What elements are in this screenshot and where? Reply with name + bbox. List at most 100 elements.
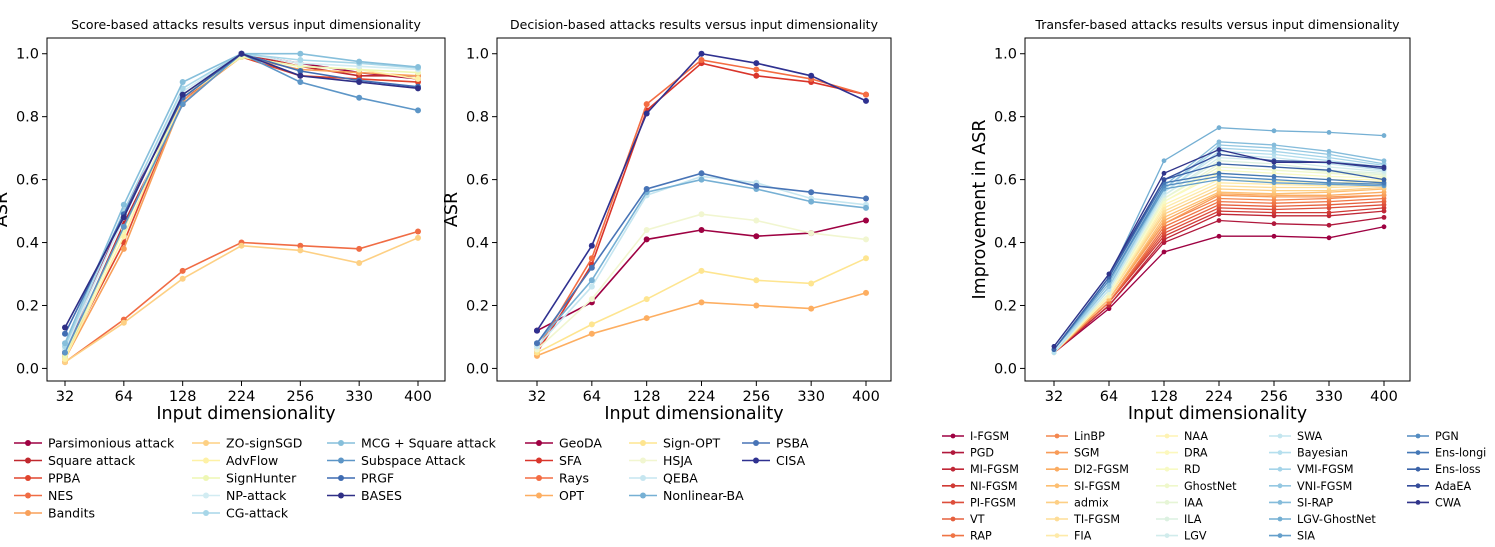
y-axis-label: ASR (442, 192, 462, 227)
legend-item: MI-FGSM (942, 463, 1019, 476)
legend-label: I-FGSM (970, 430, 1009, 443)
data-point (179, 267, 186, 274)
data-point (643, 110, 650, 117)
data-point (753, 302, 760, 309)
x-tick-label: 330 (797, 389, 825, 405)
x-tick-label: 330 (1315, 389, 1343, 405)
data-point (753, 66, 760, 73)
legend-label: Parsimonious attack (48, 436, 175, 451)
data-point (863, 217, 869, 224)
legend-marker (1054, 516, 1060, 522)
data-point (415, 63, 421, 70)
data-point (1326, 177, 1332, 183)
data-point (1326, 222, 1332, 228)
legend-marker (25, 457, 31, 464)
legend-item: SIA (1269, 530, 1315, 543)
data-point (1216, 170, 1222, 176)
data-point (297, 79, 304, 86)
legend-marker (536, 457, 542, 464)
legend-marker (1415, 450, 1421, 455)
data-point (238, 50, 245, 57)
series-line (64, 52, 419, 350)
legend-marker (1415, 483, 1421, 489)
x-tick-label: 256 (286, 389, 314, 405)
legend-label: NP-attack (226, 488, 287, 503)
legend-label: AdaEA (1435, 480, 1471, 493)
legend-label: AdvFlow (226, 453, 278, 468)
data-point (753, 60, 760, 67)
legend-label: PI-FGSM (970, 496, 1016, 509)
legend-item: PGN (1407, 430, 1459, 443)
legend-item: Square attack (14, 453, 136, 468)
legend-label: PGN (1435, 430, 1459, 443)
data-point (1051, 343, 1057, 349)
legend-label: QEBA (663, 471, 698, 486)
data-point (588, 255, 595, 262)
x-axis-label: Input dimensionality (604, 404, 783, 424)
series-line (536, 59, 867, 350)
legend-item: RAP (942, 530, 992, 543)
series-line (64, 52, 419, 344)
data-point (863, 91, 869, 98)
legend: GeoDA SFA Rays OPT Sign-OPT HSJA QEBA Nonlinear… (525, 436, 809, 503)
data-point (415, 234, 421, 241)
series-line (64, 56, 419, 357)
legend-label: Ens-longi (1435, 447, 1486, 460)
y-tick-label: 0.2 (994, 298, 1017, 314)
data-point (1326, 167, 1332, 173)
x-tick-label: 128 (633, 389, 661, 405)
data-point (863, 195, 869, 202)
legend-item: MCG + Square attack (327, 436, 497, 451)
legend-item: SGM (1046, 447, 1099, 460)
data-point (1326, 235, 1332, 241)
data-point (356, 79, 363, 86)
data-point (120, 214, 127, 221)
data-point (863, 289, 869, 296)
data-point (1381, 158, 1387, 164)
legend-item: GhostNet (1156, 480, 1237, 493)
legend-label: PSBA (776, 436, 809, 451)
legend-marker (1164, 450, 1170, 455)
data-point (1216, 161, 1222, 167)
data-point (698, 226, 705, 233)
data-point (62, 349, 68, 356)
score-based-chart: Score-based attacks results versus input… (0, 17, 497, 521)
legend-label: SFA (559, 453, 582, 468)
legend-marker (950, 516, 956, 522)
data-point (62, 330, 68, 337)
data-point (1216, 125, 1222, 131)
legend-marker (338, 475, 344, 481)
y-tick-label: 0.8 (16, 110, 39, 126)
legend-item: Ens-loss (1407, 463, 1481, 476)
legend-item: VMI-FGSM (1269, 463, 1354, 476)
legend-label: GhostNet (1184, 480, 1237, 493)
data-point (1161, 170, 1167, 176)
legend-label: PRGF (361, 471, 394, 486)
legend-label: PPBA (48, 471, 81, 486)
data-point (1161, 158, 1167, 164)
data-point (179, 91, 186, 98)
legend-item: SignHunter (192, 471, 297, 486)
legend-item: SWA (1269, 430, 1323, 443)
data-point (1271, 221, 1277, 227)
legend-label: SignHunter (226, 471, 297, 486)
legend-item: FIA (1046, 530, 1092, 543)
y-tick-label: 1.0 (16, 47, 39, 63)
data-point (863, 236, 869, 243)
legend-label: HSJA (663, 453, 693, 468)
data-point (643, 296, 650, 303)
legend-marker (203, 510, 209, 516)
x-tick-label: 32 (1045, 389, 1063, 405)
data-point (643, 101, 650, 108)
series-line (1053, 204, 1385, 354)
legend-marker (1054, 500, 1060, 505)
data-point (753, 217, 760, 224)
legend-label: Square attack (48, 453, 136, 468)
legend-item: CISA (742, 453, 806, 468)
legend-marker (950, 500, 956, 505)
legend-item: Parsimonious attack (14, 436, 175, 451)
legend-marker (640, 475, 646, 481)
data-point (238, 242, 245, 249)
legend-marker (1164, 483, 1170, 489)
y-tick-label: 0.2 (466, 298, 489, 314)
